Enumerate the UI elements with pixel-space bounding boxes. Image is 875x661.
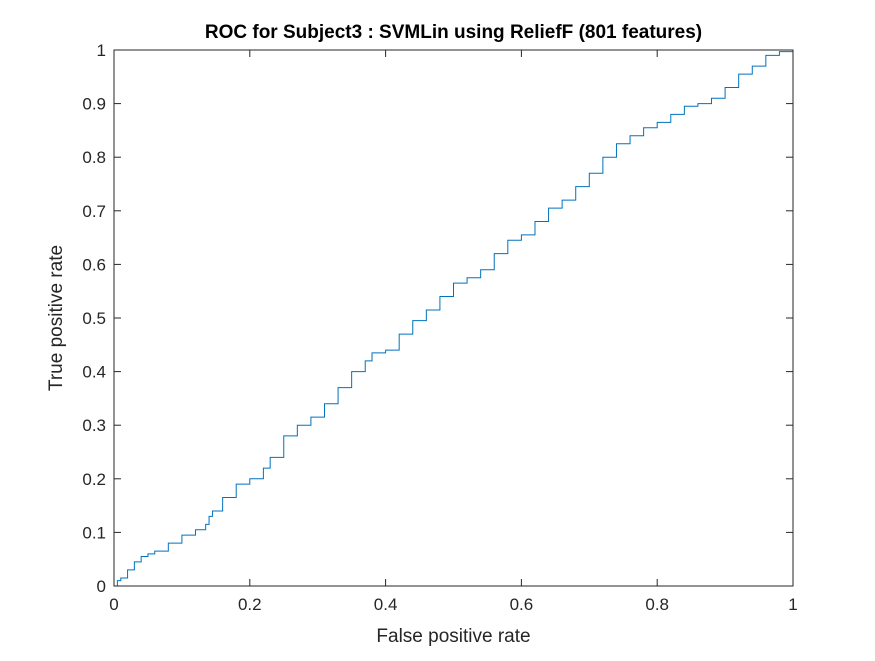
axes-box (113, 49, 794, 587)
y-tick-label: 0.3 (82, 416, 106, 435)
y-tick-label: 0.6 (82, 255, 106, 274)
x-tick-label: 0.8 (645, 595, 669, 614)
y-axis-label: True positive rate (46, 245, 67, 391)
x-tick-label: 0.2 (238, 595, 262, 614)
y-tick-label: 0.7 (82, 202, 106, 221)
y-tick-label: 0.4 (82, 363, 106, 382)
roc-curve-line (114, 50, 794, 587)
x-tick-label: 0.4 (374, 595, 398, 614)
curve-layer (114, 50, 794, 587)
plot-area-background (114, 50, 793, 586)
x-tick-label: 0 (109, 595, 118, 614)
x-axis-label: False positive rate (376, 626, 530, 647)
y-tick-label: 0 (97, 577, 106, 596)
x-tick-label: 0.6 (510, 595, 534, 614)
chart-title: ROC for Subject3 : SVMLin using ReliefF … (205, 22, 702, 43)
y-tick-label: 0.5 (82, 309, 106, 328)
y-tick-label: 0.2 (82, 470, 106, 489)
y-tick-label: 0.1 (82, 523, 106, 542)
y-tick-label: 0.8 (82, 148, 106, 167)
x-tick-label: 1 (788, 595, 797, 614)
y-tick-label: 0.9 (82, 95, 106, 114)
tick-labels-layer: 0 0.2 0.4 0.6 0.8 1 0 0.1 0.2 0.3 0.4 0.5 0.6 0.7 0.8 0… (82, 41, 797, 614)
y-tick-label: 1 (97, 41, 106, 60)
